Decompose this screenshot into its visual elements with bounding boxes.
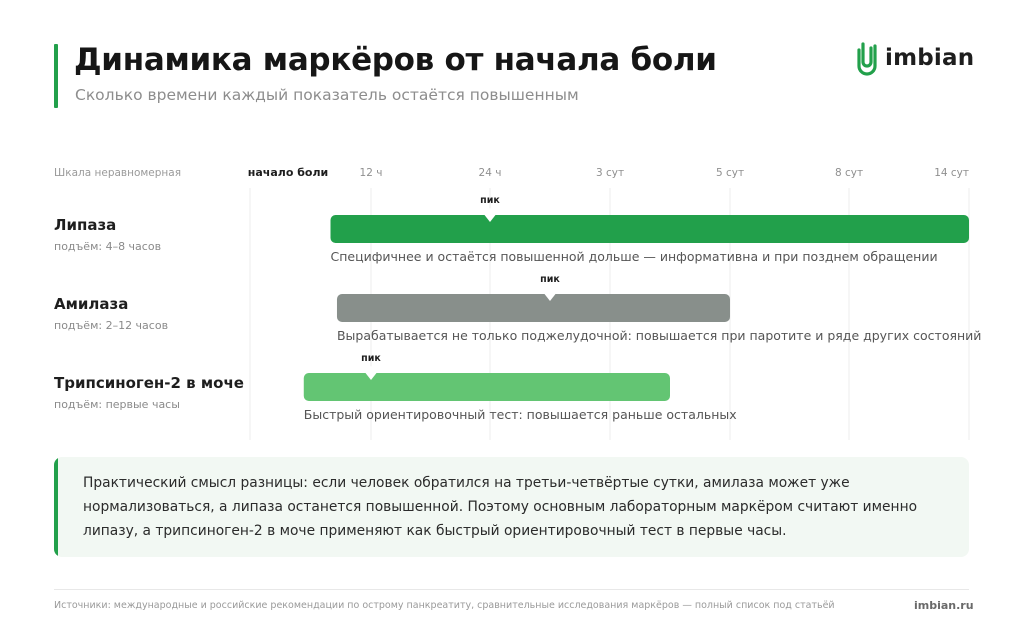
row-name: Липаза <box>54 216 117 234</box>
footer-sources: Источники: международные и российские ре… <box>54 600 835 611</box>
page-subtitle: Сколько времени каждый показатель остаёт… <box>75 86 579 104</box>
marker-timeline-chart: Шкала неравномерная начало боли 12 ч 24 ч 3 … <box>54 166 981 440</box>
row-rise: подъём: 2–12 часов <box>54 319 169 332</box>
practical-note: Практический смысл разницы: если человек… <box>54 457 969 557</box>
bar-annotation: Быстрый ориентировочный тест: повышается… <box>304 407 737 422</box>
row-rise: подъём: 4–8 часов <box>54 240 162 253</box>
peak-label: пик <box>540 274 560 285</box>
peak-label: пик <box>480 195 500 206</box>
brand-logo-text: imbian <box>885 45 975 71</box>
range-bar <box>303 373 670 401</box>
footer-divider <box>54 589 969 590</box>
peak-marker <box>484 208 496 222</box>
range-bar <box>330 215 969 243</box>
bar-annotation: Вырабатывается не только поджелудочной: … <box>337 328 981 343</box>
tick-label: 5 сут <box>716 167 744 179</box>
imbian-logo-icon <box>857 42 877 76</box>
bar-annotation: Специфичнее и остаётся повышенной дольше… <box>331 249 938 264</box>
row-label-amylase: Амилаза подъём: 2–12 часов <box>54 295 168 332</box>
tick-label: 3 сут <box>596 167 624 179</box>
scale-note: Шкала неравномерная <box>54 167 181 179</box>
tick-label: 14 сут <box>934 167 969 179</box>
brand-logo: imbian <box>855 38 974 78</box>
row-rise: подъём: первые часы <box>54 398 180 411</box>
tick-label: 8 сут <box>835 167 863 179</box>
row-name: Трипсиноген-2 в моче <box>54 374 244 392</box>
peak-label: пик <box>361 353 381 364</box>
tick-label: 12 ч <box>360 167 383 179</box>
row-label-trypsinogen: Трипсиноген-2 в моче подъём: первые часы <box>54 374 244 411</box>
note-accent-bar <box>54 457 58 557</box>
note-text: Практический смысл разницы: если человек… <box>83 475 918 539</box>
tick-label: 24 ч <box>479 167 502 179</box>
footer-site-link[interactable]: imbian.ru <box>914 599 974 612</box>
peak-marker <box>365 366 377 380</box>
peak-marker <box>544 287 556 301</box>
row-label-lipase: Липаза подъём: 4–8 часов <box>54 216 161 253</box>
tick-label-start: начало боли <box>248 166 328 179</box>
page-title: Динамика маркёров от начала боли <box>74 42 717 78</box>
title-accent-bar <box>54 44 58 108</box>
row-name: Амилаза <box>54 295 129 313</box>
range-bar <box>336 294 730 322</box>
